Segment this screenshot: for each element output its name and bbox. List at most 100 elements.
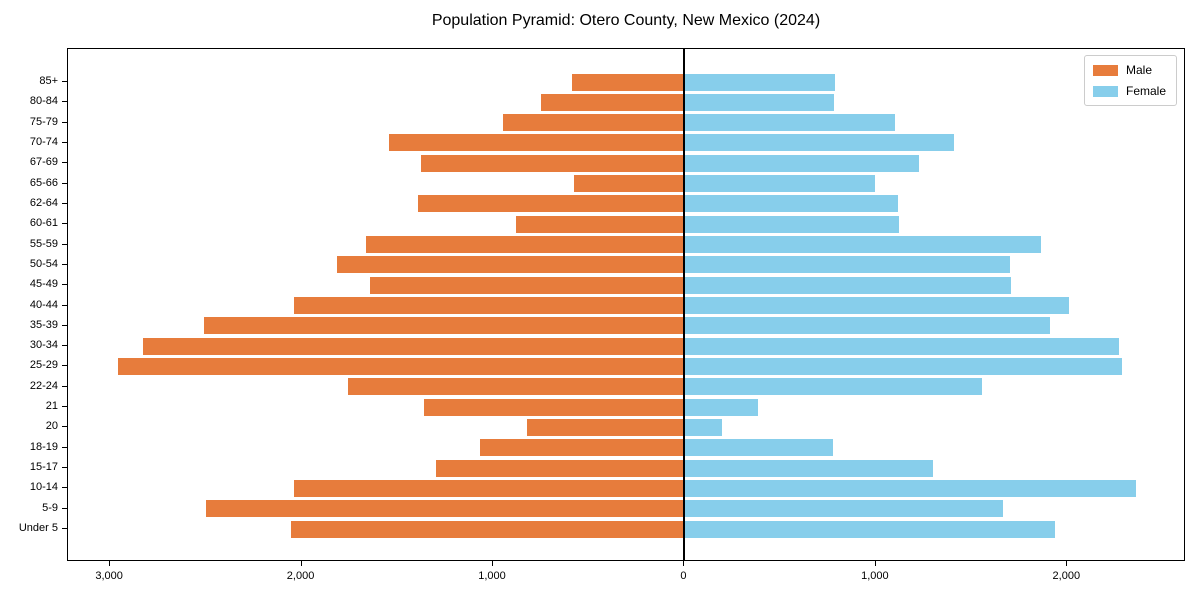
- y-tick-5-9: [62, 507, 67, 509]
- y-label-40-44: 40-44: [29, 298, 58, 311]
- legend: Male Female: [1083, 55, 1177, 106]
- female-bar-75-79: [684, 114, 895, 132]
- y-tick-10-14: [62, 487, 67, 489]
- y-label-70-74: 70-74: [29, 135, 58, 148]
- y-label-22-24: 22-24: [29, 379, 58, 392]
- y-label-under-5: Under 5: [18, 522, 58, 534]
- y-tick-80-84: [62, 101, 67, 103]
- male-bar-60-61: [515, 215, 685, 233]
- legend-entry-female: Female: [1092, 84, 1166, 98]
- male-bar-75-79: [502, 114, 685, 132]
- female-bar-85-: [684, 73, 835, 91]
- y-tick-30-34: [62, 345, 67, 347]
- male-bar-under-5: [291, 520, 685, 538]
- male-bar-30-34: [142, 337, 685, 355]
- female-bar-30-34: [684, 337, 1119, 355]
- y-label-30-34: 30-34: [29, 339, 58, 352]
- y-tick-60-61: [62, 223, 67, 225]
- male-bar-5-9: [205, 500, 685, 518]
- y-tick-75-79: [62, 121, 67, 123]
- y-label-10-14: 10-14: [29, 481, 58, 494]
- male-bar-40-44: [293, 297, 685, 314]
- legend-female-label: Female: [1125, 84, 1166, 98]
- male-bar-21: [424, 398, 685, 416]
- y-tick-25-29: [62, 365, 67, 367]
- x-tick-1000: [874, 561, 876, 566]
- y-tick-67-69: [62, 162, 67, 164]
- chart-title: Population Pyramid: Otero County, New Me…: [431, 12, 821, 29]
- x-label-2000: 2,000: [1052, 570, 1081, 582]
- zero-axis-line: [683, 49, 686, 560]
- x-tick-0: [683, 561, 685, 566]
- y-label-55-59: 55-59: [29, 237, 58, 250]
- female-bar-55-59: [684, 236, 1042, 254]
- female-bar-70-74: [684, 134, 955, 152]
- female-bar-18-19: [684, 439, 833, 457]
- y-label-20: 20: [45, 420, 58, 433]
- male-bar-18-19: [479, 439, 685, 457]
- male-bar-62-64: [418, 195, 685, 213]
- female-bar-21: [684, 398, 759, 416]
- y-label-25-29: 25-29: [29, 359, 58, 372]
- y-tick-70-74: [62, 141, 67, 143]
- y-label-60-61: 60-61: [29, 217, 58, 230]
- y-label-50-54: 50-54: [29, 257, 58, 270]
- male-bar-65-66: [574, 175, 685, 193]
- male-bar-85-: [572, 73, 685, 91]
- y-tick-85-: [62, 81, 67, 82]
- y-tick-22-24: [62, 385, 67, 387]
- x-tick--3000: [109, 561, 111, 566]
- y-tick-15-17: [62, 467, 67, 469]
- female-bar-67-69: [684, 154, 919, 172]
- y-label-15-17: 15-17: [29, 461, 58, 474]
- x-label--1000: 1,000: [478, 570, 506, 582]
- legend-entry-male: Male: [1092, 63, 1166, 77]
- y-tick-35-39: [62, 324, 67, 326]
- y-label-5-9: 5-9: [42, 501, 58, 514]
- x-label-0: 0: [680, 570, 687, 582]
- male-bar-15-17: [435, 459, 685, 477]
- x-label--3000: 3,000: [95, 570, 123, 582]
- male-bar-67-69: [421, 154, 685, 172]
- y-label-21: 21: [45, 400, 58, 413]
- x-label-1000: 1,000: [861, 570, 889, 582]
- plot-area: Male Female: [67, 48, 1185, 561]
- male-bar-70-74: [388, 134, 685, 152]
- female-bar-35-39: [684, 317, 1051, 335]
- female-bar-60-61: [684, 215, 899, 233]
- y-tick-21: [62, 406, 67, 408]
- male-bar-35-39: [203, 317, 685, 335]
- female-bar-50-54: [684, 256, 1010, 274]
- y-tick-under-5: [62, 528, 67, 529]
- y-tick-45-49: [62, 284, 67, 286]
- male-bar-45-49: [369, 276, 685, 294]
- female-bar-80-84: [684, 93, 834, 111]
- y-label-65-66: 65-66: [29, 176, 58, 189]
- y-label-45-49: 45-49: [29, 278, 58, 291]
- y-label-80-84: 80-84: [29, 95, 58, 108]
- female-swatch: [1092, 85, 1118, 97]
- female-bar-5-9: [684, 500, 1004, 518]
- y-tick-18-19: [62, 446, 67, 448]
- male-bar-22-24: [347, 378, 685, 396]
- male-swatch: [1092, 64, 1118, 76]
- y-tick-50-54: [62, 263, 67, 265]
- male-bar-20: [527, 418, 685, 436]
- x-tick-2000: [1066, 561, 1068, 566]
- female-bar-22-24: [684, 378, 983, 396]
- female-bar-15-17: [684, 459, 934, 477]
- male-bar-25-29: [117, 357, 685, 375]
- female-bar-62-64: [684, 195, 898, 213]
- male-bar-10-14: [293, 479, 685, 497]
- female-bar-45-49: [684, 276, 1011, 294]
- female-bar-65-66: [684, 175, 875, 193]
- x-tick--2000: [300, 561, 302, 566]
- y-tick-62-64: [62, 202, 67, 204]
- female-bar-40-44: [684, 297, 1070, 314]
- y-label-75-79: 75-79: [29, 115, 58, 128]
- x-label--2000: 2,000: [286, 570, 315, 582]
- female-bar-25-29: [684, 357, 1122, 375]
- male-bar-55-59: [365, 236, 685, 254]
- x-tick--1000: [491, 561, 493, 566]
